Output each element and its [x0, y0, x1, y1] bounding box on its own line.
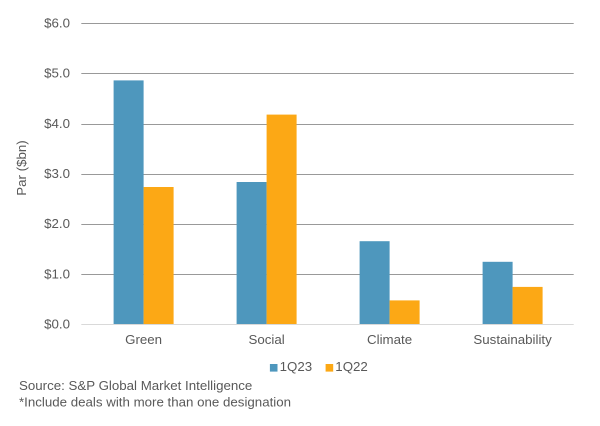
svg-text:Green: Green	[125, 332, 162, 347]
svg-text:Climate: Climate	[367, 332, 412, 347]
svg-text:Social: Social	[248, 332, 284, 347]
svg-text:$4.0: $4.0	[44, 116, 70, 131]
svg-text:$0.0: $0.0	[44, 316, 70, 331]
svg-text:*Include deals with more than: *Include deals with more than one design…	[19, 395, 291, 410]
svg-text:Par ($bn): Par ($bn)	[14, 140, 29, 195]
svg-text:$1.0: $1.0	[44, 267, 70, 282]
svg-text:$3.0: $3.0	[44, 166, 70, 181]
svg-text:1Q22: 1Q22	[335, 359, 368, 374]
svg-text:$2.0: $2.0	[44, 216, 70, 231]
svg-text:1Q23: 1Q23	[280, 359, 313, 374]
svg-text:$6.0: $6.0	[44, 16, 70, 31]
svg-text:Source: S&P Global Market Inte: Source: S&P Global Market Intelligence	[19, 378, 252, 393]
svg-text:$5.0: $5.0	[44, 66, 70, 81]
svg-text:Sustainability: Sustainability	[473, 332, 552, 347]
